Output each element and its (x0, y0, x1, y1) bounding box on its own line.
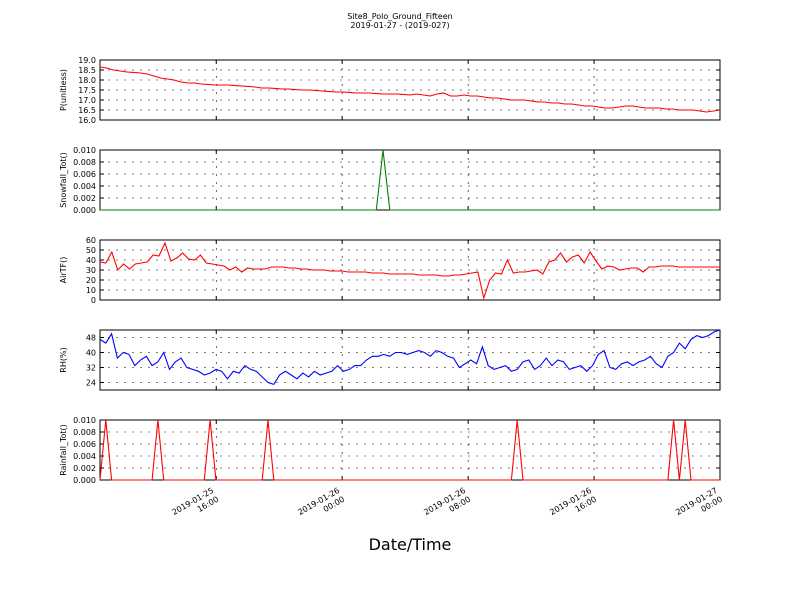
y-axis-label: Rainfall_Tot() (59, 424, 68, 476)
y-tick-label: 0.008 (73, 428, 96, 437)
y-tick-label: 48 (86, 334, 96, 343)
y-tick-label: 0.002 (73, 464, 96, 473)
y-tick-label: 32 (86, 364, 96, 373)
y-tick-label: 17.5 (78, 86, 96, 95)
y-axis-label: Snowfall_Tot() (59, 152, 68, 208)
y-tick-label: 24 (86, 379, 96, 388)
y-tick-label: 0.006 (73, 170, 96, 179)
x-tick-label: 2019-01-2516:00 (170, 486, 220, 526)
x-tick-label: 2019-01-2700:00 (674, 486, 724, 526)
y-tick-label: 18.0 (78, 76, 96, 85)
y-tick-label: 10 (86, 286, 96, 295)
panel-frame (99, 419, 721, 481)
y-tick-label: 50 (86, 246, 96, 255)
y-tick-label: 0.004 (73, 182, 96, 191)
y-tick-label: 0.010 (73, 146, 96, 155)
y-tick-label: 0.010 (73, 416, 96, 425)
series-line (99, 419, 720, 481)
y-tick-label: 16.0 (78, 116, 96, 125)
y-tick-label: 0.006 (73, 440, 96, 449)
y-tick-label: 17.0 (78, 96, 96, 105)
panel-frame (99, 59, 721, 121)
y-axis-label: RH(%) (59, 347, 68, 372)
series-line (99, 241, 720, 301)
y-tick-label: 0.002 (73, 194, 96, 203)
y-tick-label: 0.008 (73, 158, 96, 167)
y-tick-label: 0.000 (73, 206, 96, 215)
y-tick-label: 40 (86, 349, 96, 358)
y-tick-label: 20 (86, 276, 96, 285)
chart-subtitle: 2019-01-27 - (2019-027) (350, 21, 450, 30)
y-tick-label: 0.000 (73, 476, 96, 485)
panel-frame (99, 149, 721, 211)
chart-title: Site8_Polo_Ground_Fifteen (347, 12, 453, 21)
series-line (100, 149, 720, 211)
series-line (99, 66, 721, 113)
y-tick-label: 19.0 (78, 56, 96, 65)
y-tick-label: 0 (91, 296, 96, 305)
x-tick-label: 2019-01-2600:00 (296, 486, 346, 526)
y-tick-label: 18.5 (78, 66, 96, 75)
x-tick-label: 2019-01-2616:00 (548, 486, 598, 526)
y-axis-label: P(unitless) (59, 69, 68, 111)
y-tick-label: 30 (86, 266, 96, 275)
x-axis-label: Date/Time (368, 535, 452, 554)
y-axis-label: AirTF() (59, 257, 68, 284)
y-tick-label: 40 (86, 256, 96, 265)
series-line (99, 329, 721, 386)
panel-frame (99, 239, 721, 301)
panel-frame (99, 329, 721, 391)
y-tick-label: 60 (86, 236, 96, 245)
y-tick-label: 16.5 (78, 106, 96, 115)
x-tick-label: 2019-01-2608:00 (422, 486, 472, 526)
y-tick-label: 0.004 (73, 452, 96, 461)
